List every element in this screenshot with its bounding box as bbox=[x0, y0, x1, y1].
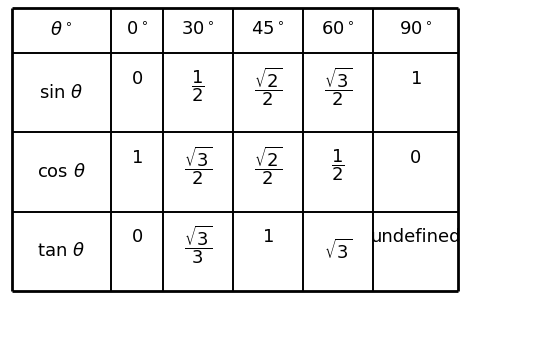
Text: $\dfrac{\sqrt{3}}{2}$: $\dfrac{\sqrt{3}}{2}$ bbox=[324, 65, 352, 108]
Text: $\mathregular{sin}\ \theta$: $\mathregular{sin}\ \theta$ bbox=[39, 84, 83, 102]
Text: $\dfrac{\sqrt{3}}{3}$: $\dfrac{\sqrt{3}}{3}$ bbox=[184, 224, 212, 266]
Text: $\dfrac{1}{2}$: $\dfrac{1}{2}$ bbox=[192, 69, 205, 104]
Text: $1$: $1$ bbox=[131, 149, 143, 167]
Text: $\sqrt{3}$: $\sqrt{3}$ bbox=[324, 239, 352, 263]
Text: $\mathregular{cos}\ \theta$: $\mathregular{cos}\ \theta$ bbox=[37, 163, 86, 181]
Text: $0^\circ$: $0^\circ$ bbox=[126, 22, 148, 39]
Text: $0$: $0$ bbox=[131, 70, 143, 87]
Text: $0$: $0$ bbox=[409, 149, 422, 167]
Text: $60^\circ$: $60^\circ$ bbox=[321, 22, 355, 39]
Text: $\dfrac{\sqrt{2}}{2}$: $\dfrac{\sqrt{2}}{2}$ bbox=[254, 144, 282, 187]
Text: $\theta^\circ$: $\theta^\circ$ bbox=[50, 22, 73, 39]
Text: $\dfrac{\sqrt{3}}{2}$: $\dfrac{\sqrt{3}}{2}$ bbox=[184, 144, 212, 187]
Text: $90^\circ$: $90^\circ$ bbox=[399, 22, 432, 39]
Text: $\mathregular{tan}\ \theta$: $\mathregular{tan}\ \theta$ bbox=[37, 242, 85, 260]
Text: $1$: $1$ bbox=[262, 228, 274, 246]
Text: undefined: undefined bbox=[370, 228, 461, 246]
Text: $0$: $0$ bbox=[131, 228, 143, 246]
Text: $\dfrac{1}{2}$: $\dfrac{1}{2}$ bbox=[331, 148, 345, 183]
Text: $30^\circ$: $30^\circ$ bbox=[181, 22, 215, 39]
Text: $45^\circ$: $45^\circ$ bbox=[251, 22, 285, 39]
Text: $\dfrac{\sqrt{2}}{2}$: $\dfrac{\sqrt{2}}{2}$ bbox=[254, 65, 282, 108]
Text: $1$: $1$ bbox=[410, 70, 421, 87]
